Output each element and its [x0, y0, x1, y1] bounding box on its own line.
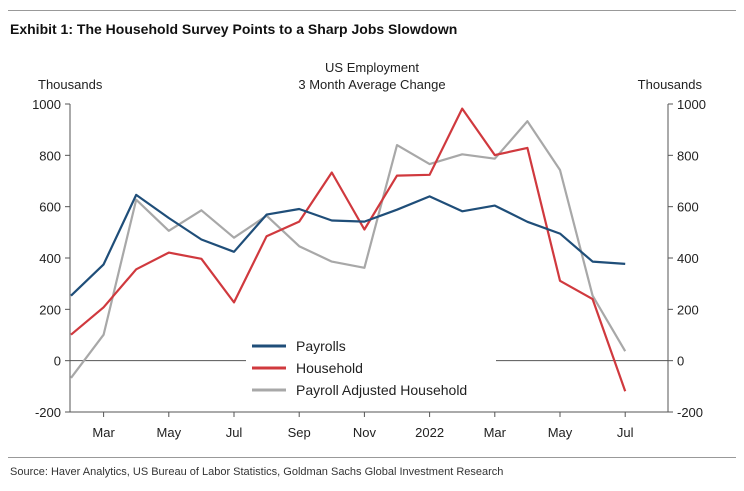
legend-bg — [246, 357, 496, 379]
y-tick-label-right: 1000 — [677, 97, 706, 112]
y-tick-label-left: 800 — [39, 148, 61, 163]
x-tick-label: Sep — [288, 425, 311, 440]
y-tick-label-left: 0 — [54, 354, 61, 369]
y-tick-label-right: -200 — [677, 405, 703, 420]
x-tick-label: Mar — [92, 425, 115, 440]
chart-title: US Employment — [325, 60, 419, 75]
series-line-payroll-adjusted-household — [70, 120, 627, 379]
y-tick-label-right: 0 — [677, 354, 684, 369]
legend-label: Payrolls — [296, 338, 346, 354]
source-note: Source: Haver Analytics, US Bureau of La… — [10, 466, 504, 478]
bottom-divider — [8, 457, 736, 458]
y-tick-label-left: 600 — [39, 200, 61, 215]
y-tick-label-right: 600 — [677, 200, 699, 215]
x-tick-label: May — [157, 425, 182, 440]
y-tick-label-left: 400 — [39, 251, 61, 266]
x-tick-label: Mar — [484, 425, 507, 440]
y-axis-label-right: Thousands — [638, 77, 703, 92]
legend-bg — [246, 379, 496, 401]
legend-bg — [246, 335, 496, 357]
series-line-household — [70, 107, 627, 392]
y-tick-label-right: 800 — [677, 148, 699, 163]
legend-label: Household — [296, 360, 363, 376]
y-tick-label-right: 200 — [677, 302, 699, 317]
x-tick-label: May — [548, 425, 573, 440]
x-tick-label: 2022 — [415, 425, 444, 440]
chart-subtitle: 3 Month Average Change — [298, 77, 445, 92]
y-tick-label-left: -200 — [35, 405, 61, 420]
y-axis-label-left: Thousands — [38, 77, 103, 92]
y-tick-label-left: 200 — [39, 302, 61, 317]
legend-label: Payroll Adjusted Household — [296, 382, 467, 398]
y-tick-label-right: 400 — [677, 251, 699, 266]
top-divider — [8, 10, 736, 11]
x-tick-label: Jul — [226, 425, 243, 440]
x-tick-label: Nov — [353, 425, 377, 440]
exhibit-title: Exhibit 1: The Household Survey Points t… — [10, 21, 458, 37]
x-tick-label: Jul — [617, 425, 634, 440]
series-line-payrolls — [70, 193, 626, 297]
y-tick-label-left: 1000 — [32, 97, 61, 112]
